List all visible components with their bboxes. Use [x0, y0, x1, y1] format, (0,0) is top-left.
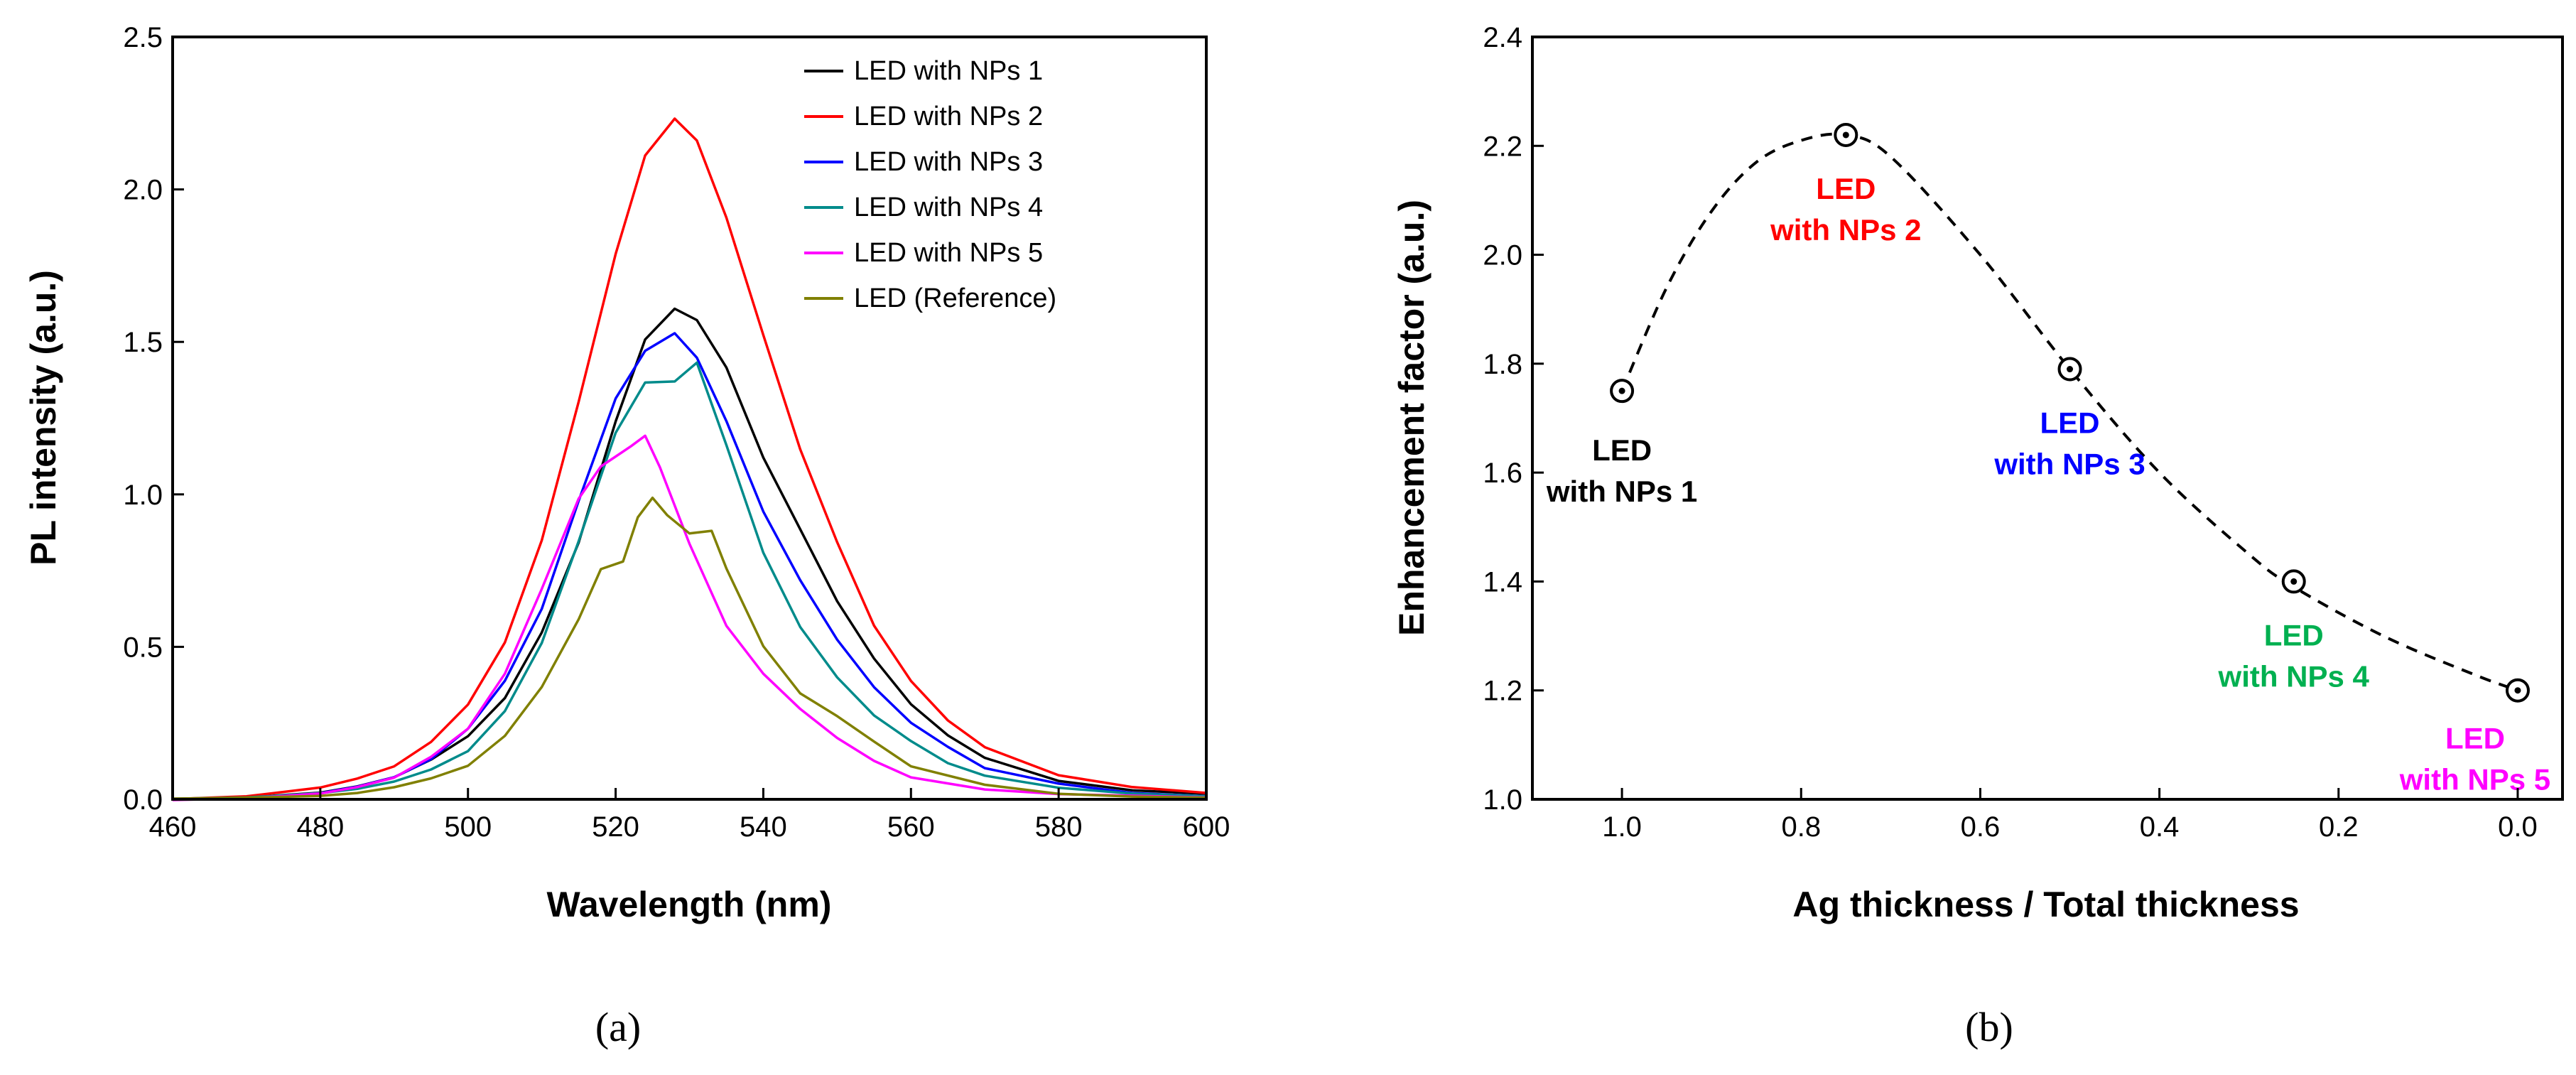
b-y-tick-label-2: 1.4	[1483, 566, 1522, 598]
a-x-tick-label-580: 580	[1035, 811, 1083, 843]
a-x-tick-label-600: 600	[1183, 811, 1230, 843]
b-y-tick-label-7: 2.4	[1483, 22, 1522, 53]
b-y-tick-label-1: 1.2	[1483, 676, 1522, 707]
b-panel-label: (b)	[1965, 1004, 2013, 1050]
a-legend-label-2: LED with NPs 2	[854, 102, 1043, 131]
a-x-tick-label-500: 500	[444, 811, 492, 843]
b-x-axis-label: Ag thickness / Total thickness	[1792, 885, 2299, 924]
a-x-tick-label-520: 520	[592, 811, 639, 843]
a-x-tick-label-540: 540	[740, 811, 787, 843]
a-x-axis-label: Wavelength (nm)	[547, 885, 832, 924]
a-legend-label-3: LED with NPs 3	[854, 147, 1043, 177]
b-point-label-line1-3: LED	[2040, 406, 2100, 440]
b-point-label-line2-1: with NPs 1	[1546, 475, 1697, 508]
b-point-label-line2-3: with NPs 3	[1993, 448, 2145, 481]
b-point-label-line1-5: LED	[2445, 722, 2505, 755]
a-x-tick-label-480: 480	[296, 811, 344, 843]
b-trend-line	[1620, 132, 2518, 692]
b-x-tick-label-2: 0.6	[1961, 811, 2001, 843]
b-y-tick-label-3: 1.6	[1483, 458, 1522, 489]
b-point-center-3	[2067, 366, 2074, 373]
a-series-line-5	[172, 434, 1207, 801]
b-x-tick-label-5: 0.0	[2498, 811, 2538, 843]
b-y-axis-label: Enhancement factor (a.u.)	[1392, 200, 1432, 636]
a-plot-frame	[171, 36, 1208, 801]
a-y-tick-label-4: 2.0	[123, 175, 163, 206]
b-x-tick-label-3: 0.4	[2140, 811, 2180, 843]
b-point-center-2	[1842, 131, 1849, 139]
b-x-tick-label-1: 0.8	[1781, 811, 1821, 843]
b-x-tick-label-0: 1.0	[1602, 811, 1642, 843]
b-y-tick-label-5: 2.0	[1483, 240, 1522, 271]
b-ticks-group: 1.0 0.8 0.6 0.4 0.2 0.0 1.0 1.2 1.4 1.6 1.8 2.0 2.2 2…	[1483, 22, 2537, 843]
a-y-tick-label-5: 2.5	[123, 22, 163, 53]
a-legend-label-4: LED with NPs 4	[854, 193, 1043, 222]
b-point-label-line1-2: LED	[1816, 172, 1876, 205]
a-x-tick-label-460: 460	[149, 811, 197, 843]
panel-a-pl-spectra: 460 480 500 520 540 560 580 600 0.0 0.5 1.0 1.5 2.0 2…	[23, 22, 1230, 1050]
panel-b-enhancement: LED with NPs 1 LED with NPs 2 LED with NPs 3 L…	[1392, 22, 2564, 1050]
a-y-tick-label-3: 1.5	[123, 327, 163, 358]
a-y-tick-label-1: 0.5	[123, 632, 163, 663]
b-point-label-line1-4: LED	[2264, 618, 2324, 652]
b-y-tick-label-0: 1.0	[1483, 784, 1522, 816]
a-y-tick-label-2: 1.0	[123, 480, 163, 511]
b-point-label-line2-2: with NPs 2	[1770, 213, 1921, 247]
b-points-group: LED with NPs 1 LED with NPs 2 LED with NPs 3 L…	[1546, 122, 2550, 796]
a-panel-label: (a)	[595, 1004, 641, 1050]
a-y-axis-label: PL intensity (a.u.)	[23, 270, 63, 566]
b-y-tick-label-6: 2.2	[1483, 131, 1522, 162]
a-series-line-1	[172, 307, 1207, 801]
a-series-line-6	[172, 496, 1207, 800]
b-point-label-line2-5: with NPs 5	[2399, 763, 2550, 796]
a-legend: LED with NPs 1 LED with NPs 2 LED with NPs…	[804, 56, 1056, 313]
a-x-tick-label-560: 560	[887, 811, 935, 843]
a-series-line-4	[172, 361, 1207, 800]
b-x-tick-label-4: 0.2	[2319, 811, 2359, 843]
a-legend-label-1: LED with NPs 1	[854, 56, 1043, 86]
a-series-line-2	[172, 117, 1207, 801]
b-point-label-line2-4: with NPs 4	[2218, 659, 2370, 693]
a-y-tick-label-0: 0.0	[123, 784, 163, 816]
b-plot-frame	[1531, 36, 2564, 801]
b-point-center-4	[2290, 578, 2298, 585]
b-point-label-line1-1: LED	[1592, 433, 1652, 467]
b-y-tick-label-4: 1.8	[1483, 349, 1522, 380]
a-series-line-3	[172, 332, 1207, 801]
a-series-group	[172, 117, 1207, 801]
b-point-center-5	[2514, 687, 2521, 694]
a-ticks-group: 460 480 500 520 540 560 580 600 0.0 0.5 1.0 1.5 2.0 2…	[123, 22, 1230, 843]
a-legend-label-5: LED with NPs 5	[854, 238, 1043, 268]
b-point-center-1	[1618, 387, 1625, 394]
a-legend-label-6: LED (Reference)	[854, 283, 1056, 313]
